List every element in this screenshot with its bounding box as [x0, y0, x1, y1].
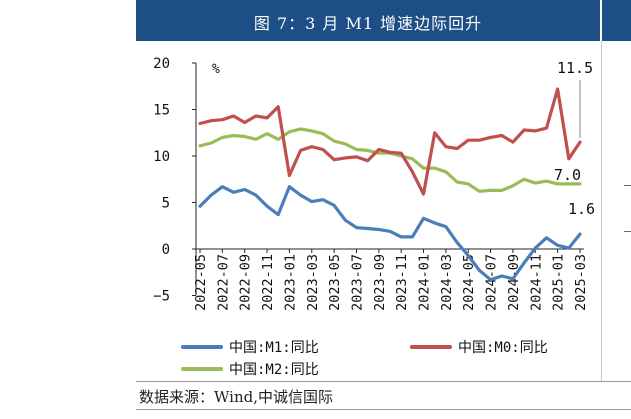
chart-axes: −5 0 5 10 15 20 % 2022-05 2022-07 2022-09 2022-11 2…	[153, 56, 589, 311]
x-tick-label: 2025-03	[573, 254, 589, 311]
data-label: 1.6	[568, 200, 595, 218]
adjacent-panel-header	[602, 0, 631, 41]
y-tick-label: 5	[162, 196, 170, 212]
legend-label: 中国:M2:同比	[229, 362, 319, 378]
legend-label: 中国:M0:同比	[458, 340, 548, 356]
series-line	[198, 87, 582, 196]
x-tick-label: 2024-07	[484, 254, 500, 311]
x-tick-label: 2023-09	[372, 254, 388, 311]
data-source: 数据来源：Wind,中诚信国际	[139, 388, 333, 406]
x-tick-label: 2023-03	[305, 254, 321, 311]
x-tick-label: 2023-07	[349, 254, 365, 311]
x-tick-label: 2025-01	[551, 254, 567, 311]
x-tick-label: 2023-01	[282, 254, 298, 311]
x-tick-label: 2024-03	[439, 254, 455, 311]
x-tick-label: 2024-05	[461, 254, 477, 311]
chart-frame-bottom	[136, 381, 631, 382]
y-tick-label: 15	[153, 103, 170, 119]
adjacent-panel-tick	[624, 185, 631, 186]
adjacent-panel-tick	[624, 231, 631, 232]
x-tick-label: 2024-09	[506, 254, 522, 311]
x-tick-label: 2024-01	[417, 254, 433, 311]
series-line	[198, 185, 582, 282]
y-tick-label: 20	[153, 56, 170, 72]
x-tick-label: 2023-11	[394, 254, 410, 311]
title-banner: 图 7：3 月 M1 增速边际回升	[136, 0, 600, 41]
y-tick-label: 10	[153, 149, 170, 165]
x-tick-label: 2023-05	[327, 254, 343, 311]
x-tick-label: 2022-09	[238, 254, 254, 311]
x-tick-label: 2022-05	[193, 254, 209, 311]
x-tick-label: 2022-11	[260, 254, 276, 311]
footer-rule	[136, 409, 631, 410]
y-tick-label: −5	[153, 289, 170, 305]
series-line	[198, 127, 582, 193]
y-unit-label: %	[212, 62, 220, 77]
data-label: 7.0	[554, 166, 581, 184]
panel-divider	[601, 41, 602, 381]
data-label: 11.5	[557, 59, 593, 77]
page-title: 图 7：3 月 M1 增速边际回升	[253, 14, 483, 33]
chart-series	[198, 87, 582, 282]
legend-label: 中国:M1:同比	[229, 340, 319, 356]
x-tick-label: 2024-11	[528, 254, 544, 311]
chart-annotations: 11.5 7.0 1.6	[554, 59, 595, 218]
y-tick-label: 0	[162, 242, 170, 258]
x-tick-label: 2022-07	[215, 254, 231, 311]
